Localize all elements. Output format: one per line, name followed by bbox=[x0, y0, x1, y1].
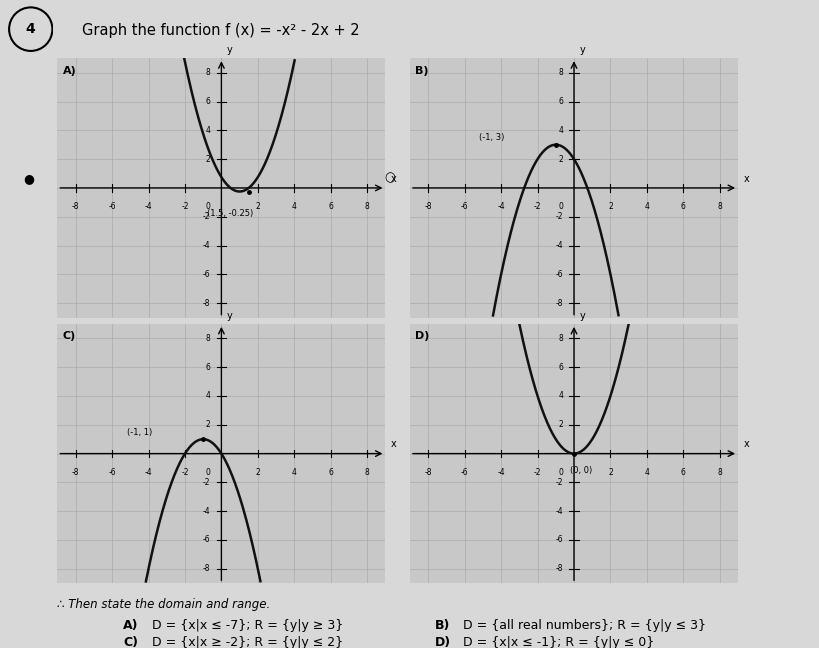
Text: 6: 6 bbox=[680, 202, 685, 211]
Text: -2: -2 bbox=[555, 213, 563, 221]
Text: -6: -6 bbox=[108, 202, 115, 211]
Text: C): C) bbox=[123, 636, 138, 648]
Text: 8: 8 bbox=[717, 468, 722, 477]
Text: B): B) bbox=[434, 619, 450, 632]
Text: 6: 6 bbox=[328, 468, 333, 477]
Text: D = {x|x ≥ -2}; R = {y|y ≤ 2}: D = {x|x ≥ -2}; R = {y|y ≤ 2} bbox=[152, 636, 342, 648]
Text: -2: -2 bbox=[181, 468, 188, 477]
Text: ●: ● bbox=[23, 172, 34, 185]
Text: -8: -8 bbox=[424, 202, 432, 211]
Text: 2: 2 bbox=[608, 202, 612, 211]
Text: 8: 8 bbox=[558, 68, 563, 77]
Text: 4: 4 bbox=[558, 391, 563, 400]
Text: 6: 6 bbox=[680, 468, 685, 477]
Text: x: x bbox=[391, 439, 396, 449]
Text: -4: -4 bbox=[496, 202, 505, 211]
Text: 8: 8 bbox=[364, 468, 369, 477]
Text: (-1, 1): (-1, 1) bbox=[127, 428, 152, 437]
Text: y: y bbox=[227, 311, 233, 321]
Text: -6: -6 bbox=[202, 535, 210, 544]
Text: -8: -8 bbox=[203, 564, 210, 573]
Text: -8: -8 bbox=[72, 202, 79, 211]
Text: x: x bbox=[743, 439, 749, 449]
Text: -4: -4 bbox=[554, 241, 563, 250]
Text: y: y bbox=[579, 311, 585, 321]
Text: 2: 2 bbox=[256, 202, 260, 211]
Text: -2: -2 bbox=[533, 202, 541, 211]
Text: -6: -6 bbox=[108, 468, 115, 477]
Text: 2: 2 bbox=[608, 468, 612, 477]
Text: 8: 8 bbox=[558, 334, 563, 343]
Text: -2: -2 bbox=[203, 213, 210, 221]
Text: -6: -6 bbox=[460, 468, 468, 477]
Text: 4: 4 bbox=[558, 126, 563, 135]
Text: 4: 4 bbox=[206, 126, 210, 135]
Text: -4: -4 bbox=[202, 241, 210, 250]
Text: 6: 6 bbox=[328, 202, 333, 211]
Text: ∴ Then state the domain and range.: ∴ Then state the domain and range. bbox=[57, 598, 270, 611]
Text: 8: 8 bbox=[206, 334, 210, 343]
Text: B): B) bbox=[415, 65, 428, 76]
Text: ○: ○ bbox=[383, 172, 395, 185]
Text: -4: -4 bbox=[554, 507, 563, 516]
Text: C): C) bbox=[63, 331, 76, 341]
Text: -8: -8 bbox=[555, 299, 563, 308]
Text: x: x bbox=[743, 174, 749, 183]
Text: -4: -4 bbox=[496, 468, 505, 477]
Text: -6: -6 bbox=[554, 270, 563, 279]
Text: -8: -8 bbox=[424, 468, 432, 477]
Text: -8: -8 bbox=[555, 564, 563, 573]
Text: D): D) bbox=[415, 331, 429, 341]
Text: D = {all real numbers}; R = {y|y ≤ 3}: D = {all real numbers}; R = {y|y ≤ 3} bbox=[463, 619, 705, 632]
Text: 4: 4 bbox=[292, 468, 296, 477]
Text: -2: -2 bbox=[181, 202, 188, 211]
Text: 4: 4 bbox=[644, 202, 649, 211]
Text: -2: -2 bbox=[555, 478, 563, 487]
Text: D = {x|x ≤ -1}; R = {y|y ≤ 0}: D = {x|x ≤ -1}; R = {y|y ≤ 0} bbox=[463, 636, 654, 648]
Text: -2: -2 bbox=[533, 468, 541, 477]
Text: 2: 2 bbox=[206, 155, 210, 163]
Text: A): A) bbox=[63, 65, 76, 76]
Text: 4: 4 bbox=[26, 22, 35, 36]
Text: 4: 4 bbox=[292, 202, 296, 211]
Text: 6: 6 bbox=[206, 363, 210, 372]
Text: 8: 8 bbox=[206, 68, 210, 77]
Text: 8: 8 bbox=[717, 202, 722, 211]
Text: 4: 4 bbox=[206, 391, 210, 400]
Text: 0: 0 bbox=[206, 468, 210, 477]
Text: x: x bbox=[391, 174, 396, 183]
Text: A): A) bbox=[123, 619, 138, 632]
Text: (-1, 3): (-1, 3) bbox=[479, 133, 504, 142]
Text: Graph the function f (x) = -x² - 2x + 2: Graph the function f (x) = -x² - 2x + 2 bbox=[82, 23, 360, 38]
Text: 2: 2 bbox=[206, 421, 210, 430]
Text: 2: 2 bbox=[256, 468, 260, 477]
Text: 6: 6 bbox=[206, 97, 210, 106]
Text: -4: -4 bbox=[202, 507, 210, 516]
Text: D): D) bbox=[434, 636, 450, 648]
Text: y: y bbox=[227, 45, 233, 56]
Text: -6: -6 bbox=[202, 270, 210, 279]
Text: 0: 0 bbox=[558, 468, 563, 477]
Text: 2: 2 bbox=[558, 155, 563, 163]
Text: -6: -6 bbox=[554, 535, 563, 544]
Text: D = {x|x ≤ -7}; R = {y|y ≥ 3}: D = {x|x ≤ -7}; R = {y|y ≥ 3} bbox=[152, 619, 342, 632]
Text: 0: 0 bbox=[558, 202, 563, 211]
Text: -8: -8 bbox=[72, 468, 79, 477]
Text: 6: 6 bbox=[558, 97, 563, 106]
Text: -2: -2 bbox=[203, 478, 210, 487]
Text: (1.5, -0.25): (1.5, -0.25) bbox=[207, 209, 253, 218]
Text: -4: -4 bbox=[144, 468, 152, 477]
Text: 0: 0 bbox=[206, 202, 210, 211]
Text: 4: 4 bbox=[644, 468, 649, 477]
Text: -4: -4 bbox=[144, 202, 152, 211]
Text: y: y bbox=[579, 45, 585, 56]
Text: 6: 6 bbox=[558, 363, 563, 372]
Text: 8: 8 bbox=[364, 202, 369, 211]
Text: (0, 0): (0, 0) bbox=[569, 467, 591, 476]
Text: -8: -8 bbox=[203, 299, 210, 308]
Text: -6: -6 bbox=[460, 202, 468, 211]
Text: 2: 2 bbox=[558, 421, 563, 430]
